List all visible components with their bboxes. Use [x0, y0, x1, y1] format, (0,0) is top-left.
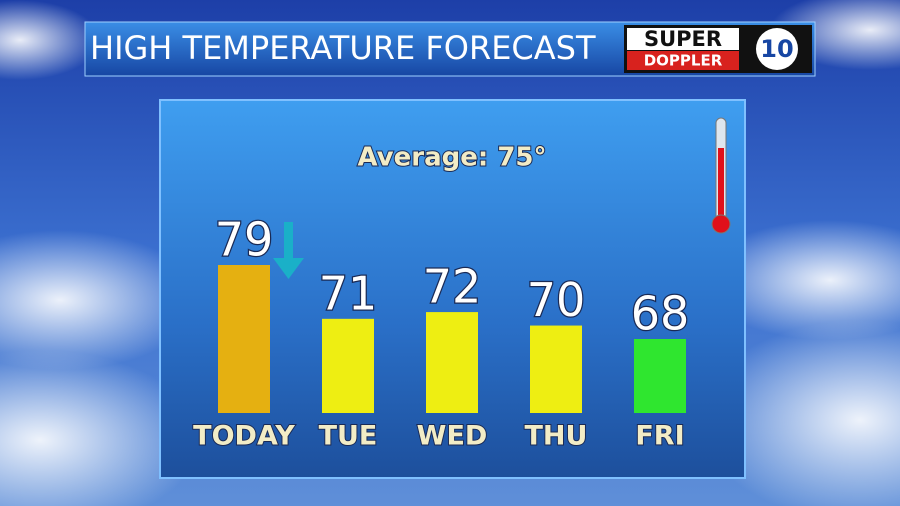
value-label: 79 [215, 213, 274, 267]
logo-super: SUPER [644, 27, 722, 51]
bar [530, 325, 582, 413]
category-label: FRI [635, 421, 684, 452]
average-label: Average: 75° [357, 143, 546, 173]
bar [218, 265, 270, 413]
logo-doppler: DOPPLER [644, 52, 723, 70]
thermometer [711, 117, 731, 234]
category-label: TODAY [193, 421, 295, 452]
category-label: WED [417, 421, 488, 452]
value-label: 68 [631, 287, 690, 341]
logo-number: 10 [760, 35, 793, 63]
category-label: TUE [319, 421, 378, 452]
bar [634, 339, 686, 413]
value-label: 71 [319, 266, 378, 320]
bar [426, 312, 478, 413]
trend-arrow [273, 222, 304, 279]
category-label: THU [525, 421, 588, 452]
bar [322, 318, 374, 413]
value-label: 72 [423, 260, 482, 314]
chart-title: HIGH TEMPERATURE FORECAST [90, 29, 596, 67]
logo: SUPER DOPPLER 10 [624, 25, 812, 73]
value-label: 70 [527, 273, 586, 327]
